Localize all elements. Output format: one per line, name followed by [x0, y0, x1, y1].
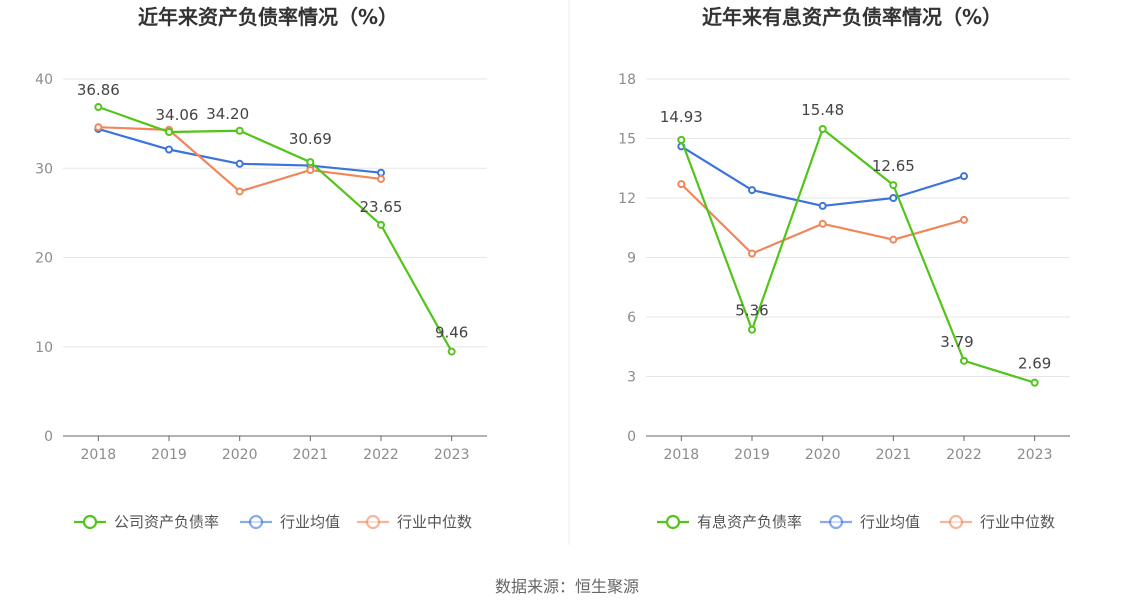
y-tick-label: 20: [35, 251, 53, 267]
legend-item-0[interactable]: 公司资产负债率: [74, 513, 219, 531]
y-tick-label: 0: [44, 429, 53, 445]
data-point[interactable]: [235, 187, 244, 196]
data-label: 5.36: [735, 302, 768, 320]
y-tick-label: 6: [627, 310, 636, 326]
x-tick-label: 2022: [363, 447, 399, 463]
interest-bearing-debt-ratio-chart: 近年来有息资产负债率情况（%） 0 3 6 9 12 15 18 2018 2019 2020 202…: [618, 5, 1070, 531]
legend-label: 行业均值: [860, 513, 920, 531]
data-label: 14.93: [660, 108, 703, 126]
data-point[interactable]: [235, 126, 244, 135]
series-1: [677, 142, 968, 210]
data-label: 34.06: [156, 106, 199, 124]
data-label: 36.86: [77, 81, 120, 99]
x-tick-label: 2018: [664, 447, 700, 463]
data-point[interactable]: [677, 180, 686, 189]
series-line: [680, 145, 965, 208]
data-label: 12.65: [872, 157, 915, 175]
x-tick-label: 2018: [81, 447, 117, 463]
legend-marker: [82, 514, 98, 530]
series-0: [677, 124, 1039, 387]
data-point[interactable]: [306, 158, 315, 167]
y-tick-label: 3: [627, 370, 636, 386]
legend-marker: [948, 514, 964, 530]
data-point[interactable]: [748, 186, 756, 195]
legend-marker: [828, 514, 844, 530]
x-tick-label: 2020: [805, 447, 841, 463]
y-tick-label: 10: [35, 340, 53, 356]
y-tick-label: 12: [618, 191, 636, 207]
x-tick-label: 2023: [1017, 447, 1053, 463]
legend-item-1[interactable]: 行业均值: [820, 513, 920, 531]
data-point[interactable]: [889, 194, 898, 202]
x-tick-label: 2023: [434, 447, 470, 463]
data-point[interactable]: [377, 220, 385, 229]
legend-item-2[interactable]: 行业中位数: [357, 513, 472, 531]
legend-item-1[interactable]: 行业均值: [240, 513, 340, 531]
data-label: 30.69: [289, 130, 332, 148]
data-point[interactable]: [94, 103, 103, 112]
legend-label: 行业中位数: [397, 513, 472, 531]
series-line: [97, 105, 453, 353]
data-point[interactable]: [377, 174, 385, 183]
data-point[interactable]: [94, 123, 103, 132]
legend-marker: [365, 514, 381, 530]
x-tick-label: 2019: [734, 447, 770, 463]
data-point[interactable]: [818, 201, 827, 210]
chart-title: 近年来资产负债率情况（%）: [138, 5, 398, 29]
series-2: [677, 180, 968, 258]
data-point[interactable]: [377, 168, 385, 177]
data-point[interactable]: [165, 128, 173, 137]
data-point[interactable]: [235, 159, 244, 168]
legend-item-0[interactable]: 有息资产负债率: [657, 513, 802, 531]
data-label: 34.20: [206, 105, 249, 123]
series-line: [680, 183, 965, 255]
data-point[interactable]: [306, 166, 315, 175]
y-tick-label: 9: [627, 251, 636, 267]
legend-marker: [665, 514, 681, 530]
series-line: [98, 126, 382, 193]
legend-label: 有息资产负债率: [697, 513, 802, 531]
x-tick-label: 2022: [946, 447, 982, 463]
x-tick-label: 2019: [151, 447, 187, 463]
x-tick-label: 2020: [222, 447, 258, 463]
data-point[interactable]: [889, 235, 898, 244]
data-label: 9.46: [435, 324, 468, 342]
legend-label: 行业中位数: [980, 513, 1055, 531]
legend-label: 公司资产负债率: [114, 513, 219, 531]
y-tick-label: 0: [627, 429, 636, 445]
data-point[interactable]: [447, 347, 456, 356]
data-point[interactable]: [748, 249, 756, 258]
data-label: 2.69: [1018, 355, 1051, 373]
y-tick-label: 40: [35, 72, 53, 88]
legend-item-2[interactable]: 行业中位数: [940, 513, 1055, 531]
data-point[interactable]: [165, 145, 173, 154]
x-tick-label: 2021: [876, 447, 912, 463]
legend-marker: [248, 514, 264, 530]
data-source: 数据来源：恒生聚源: [495, 577, 639, 596]
data-point[interactable]: [1030, 378, 1039, 387]
data-point[interactable]: [889, 181, 898, 190]
data-point[interactable]: [818, 219, 827, 228]
chart-title: 近年来有息资产负债率情况（%）: [702, 5, 1002, 29]
data-label: 3.79: [940, 333, 973, 351]
y-tick-label: 15: [618, 132, 636, 148]
data-point[interactable]: [818, 124, 827, 133]
data-point[interactable]: [748, 325, 756, 334]
legend-label: 行业均值: [280, 513, 340, 531]
data-label: 23.65: [360, 198, 403, 216]
series-line: [680, 127, 1035, 384]
data-point[interactable]: [960, 172, 968, 181]
data-point[interactable]: [960, 356, 968, 365]
data-point[interactable]: [677, 135, 686, 144]
data-label: 15.48: [801, 101, 844, 119]
debt-ratio-chart: 近年来资产负债率情况（%） 0 10 20 30 40 2018 2019 2020 2021 20…: [35, 5, 487, 531]
x-tick-label: 2021: [293, 447, 329, 463]
y-tick-label: 30: [35, 161, 53, 177]
series-0: [94, 103, 456, 356]
y-tick-label: 18: [618, 72, 636, 88]
data-point[interactable]: [960, 215, 968, 224]
